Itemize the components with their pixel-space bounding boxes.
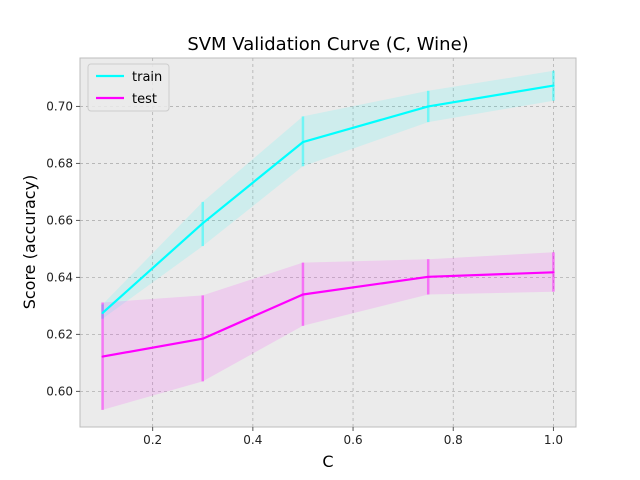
train-band <box>102 70 554 319</box>
train-point <box>552 84 555 87</box>
legend: train test <box>87 63 170 112</box>
x-axis-ticks: 0.2 0.4 0.6 0.8 1.0 <box>143 427 563 447</box>
train-point <box>301 141 304 144</box>
grid-lines <box>80 58 576 427</box>
y-tick-label: 0.70 <box>46 99 73 113</box>
test-point <box>101 355 104 358</box>
y-axis-ticks: 0.60 0.62 0.64 0.66 0.68 0.70 <box>46 99 80 398</box>
x-tick-label: 0.2 <box>143 433 162 447</box>
series-lines <box>101 84 555 358</box>
y-tick-label: 0.62 <box>46 327 73 341</box>
x-tick-label: 0.4 <box>243 433 262 447</box>
y-axis-label: Score (accuracy) <box>20 175 39 310</box>
x-tick-label: 1.0 <box>544 433 563 447</box>
train-point <box>101 312 104 315</box>
test-point <box>301 293 304 296</box>
test-band <box>102 252 554 410</box>
x-tick-label: 0.6 <box>344 433 363 447</box>
x-axis-label: C <box>322 452 333 471</box>
y-tick-label: 0.64 <box>46 270 73 284</box>
plot-area <box>79 57 577 428</box>
test-point <box>427 275 430 278</box>
x-tick-label: 0.8 <box>444 433 463 447</box>
train-point <box>201 222 204 225</box>
test-point <box>552 271 555 274</box>
test-point <box>201 337 204 340</box>
y-tick-label: 0.60 <box>46 384 73 398</box>
legend-label: train <box>132 70 162 85</box>
chart-title: SVM Validation Curve (C, Wine) <box>187 34 468 55</box>
legend-label: test <box>132 92 157 107</box>
train-point <box>427 105 430 108</box>
confidence-bands <box>102 70 554 410</box>
y-tick-label: 0.68 <box>46 156 73 170</box>
y-tick-label: 0.66 <box>46 213 73 227</box>
